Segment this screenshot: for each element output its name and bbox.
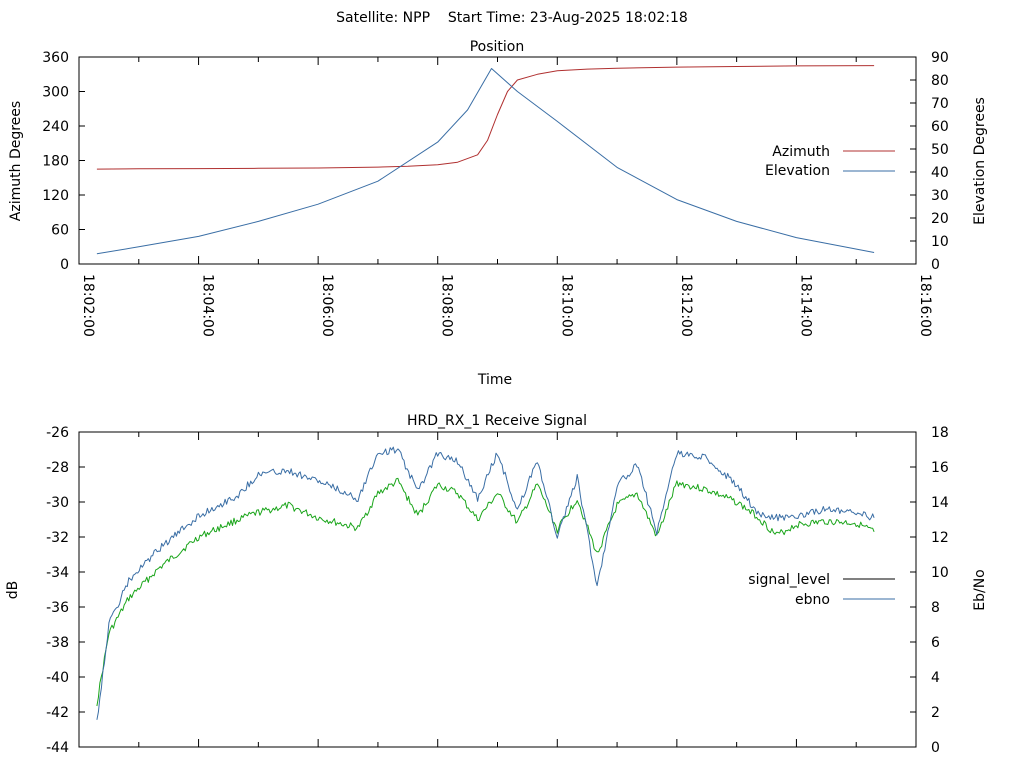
db-axis-tick-label: -26: [46, 425, 69, 441]
db-axis-tick-label: -34: [46, 565, 69, 581]
time-axis-tick-label: 18:04:00: [200, 274, 216, 337]
db-axis-tick-label: -28: [46, 460, 69, 476]
azimuth-axis-tick-label: 120: [42, 188, 69, 204]
elevation-axis-tick-label: 50: [931, 142, 949, 158]
azimuth-axis-tick-label: 60: [51, 223, 69, 239]
ebno-axis-tick-label: 14: [931, 495, 949, 511]
ebno-axis-tick-label: 16: [931, 460, 949, 476]
legend-elevation-label: Elevation: [765, 163, 830, 179]
elevation-axis-tick-label: 70: [931, 96, 949, 112]
elevation-axis-tick-label: 80: [931, 73, 949, 89]
signal-left-axis: -44 -42 -40 -38 -36 -34 -32 -30 -28 -26: [46, 425, 85, 756]
azimuth-axis-tick-label: 360: [42, 50, 69, 66]
azimuth-line: [96, 65, 875, 170]
ebno-axis-tick-label: 8: [931, 600, 940, 616]
azimuth-axis-tick-label: 180: [42, 154, 69, 170]
position-chart-title: Position: [470, 39, 525, 55]
elevation-axis-tick-label: 90: [931, 50, 949, 66]
elevation-axis-tick-label: 40: [931, 165, 949, 181]
elevation-axis-tick-label: 10: [931, 234, 949, 250]
elevation-axis-tick-label: 20: [931, 211, 949, 227]
azimuth-axis-label: Azimuth Degrees: [8, 101, 24, 221]
db-axis-tick-label: -30: [46, 495, 69, 511]
signal-time-axis: [78, 432, 917, 747]
signal-right-axis: 0 2 4 6 8 10 12 14 16 18: [910, 425, 949, 756]
time-axis-tick-label: 18:10:00: [558, 274, 574, 337]
legend-signal-level-label: signal_level: [748, 572, 830, 588]
signal-chart-title: HRD_RX_1 Receive Signal: [407, 413, 587, 429]
ebno-line: [96, 446, 875, 720]
position-right-axis: 0 10 20 30 40 50 60 70 80 90: [910, 50, 949, 273]
db-axis-tick-label: -42: [46, 705, 69, 721]
ebno-axis-tick-label: 18: [931, 425, 949, 441]
time-axis-tick-label: 18:06:00: [319, 274, 335, 337]
ebno-axis-tick-label: 4: [931, 670, 940, 686]
time-axis-tick-label: 18:08:00: [439, 274, 455, 337]
time-axis-tick-label: 18:16:00: [917, 274, 933, 337]
legend-azimuth-label: Azimuth: [772, 144, 830, 160]
db-axis-tick-label: -44: [46, 740, 69, 756]
ebno-axis-tick-label: 12: [931, 530, 949, 546]
signal-legend: signal_level ebno: [748, 572, 895, 608]
legend-ebno-label: ebno: [795, 592, 830, 608]
db-axis-tick-label: -38: [46, 635, 69, 651]
position-left-axis: 0 60 120 180 240 300 360: [42, 50, 85, 273]
signal-series: [96, 446, 875, 720]
position-time-axis: 18:02:00 18:04:00 18:06:00 18:08:00 18:10:00…: [78, 57, 933, 337]
db-axis-tick-label: -40: [46, 670, 69, 686]
elevation-axis-tick-label: 30: [931, 188, 949, 204]
ebno-axis-tick-label: 10: [931, 565, 949, 581]
ebno-axis-tick-label: 0: [931, 740, 940, 756]
elevation-axis-tick-label: 60: [931, 119, 949, 135]
azimuth-axis-tick-label: 0: [60, 257, 69, 273]
db-axis-label: dB: [5, 581, 21, 600]
time-axis-tick-label: 18:12:00: [678, 274, 694, 337]
azimuth-axis-tick-label: 240: [42, 119, 69, 135]
ebno-axis-label: Eb/No: [972, 569, 988, 611]
elevation-axis-label: Elevation Degrees: [972, 97, 988, 225]
db-axis-tick-label: -32: [46, 530, 69, 546]
azimuth-axis-tick-label: 300: [42, 85, 69, 101]
ebno-axis-tick-label: 6: [931, 635, 940, 651]
chart-header-title: Satellite: NPP Start Time: 23-Aug-2025 1…: [336, 10, 688, 26]
time-axis-tick-label: 18:14:00: [797, 274, 813, 337]
elevation-line: [96, 68, 875, 255]
position-legend: Azimuth Elevation: [765, 144, 895, 179]
time-axis-label: Time: [477, 372, 512, 388]
signal-plot-frame: [78, 431, 917, 748]
signal-level-line: [96, 477, 875, 707]
position-series: [96, 65, 875, 255]
time-axis-tick-label: 18:02:00: [80, 274, 96, 337]
db-axis-tick-label: -36: [46, 600, 69, 616]
ebno-axis-tick-label: 2: [931, 705, 940, 721]
position-plot-frame: [78, 56, 917, 265]
elevation-axis-tick-label: 0: [931, 257, 940, 273]
